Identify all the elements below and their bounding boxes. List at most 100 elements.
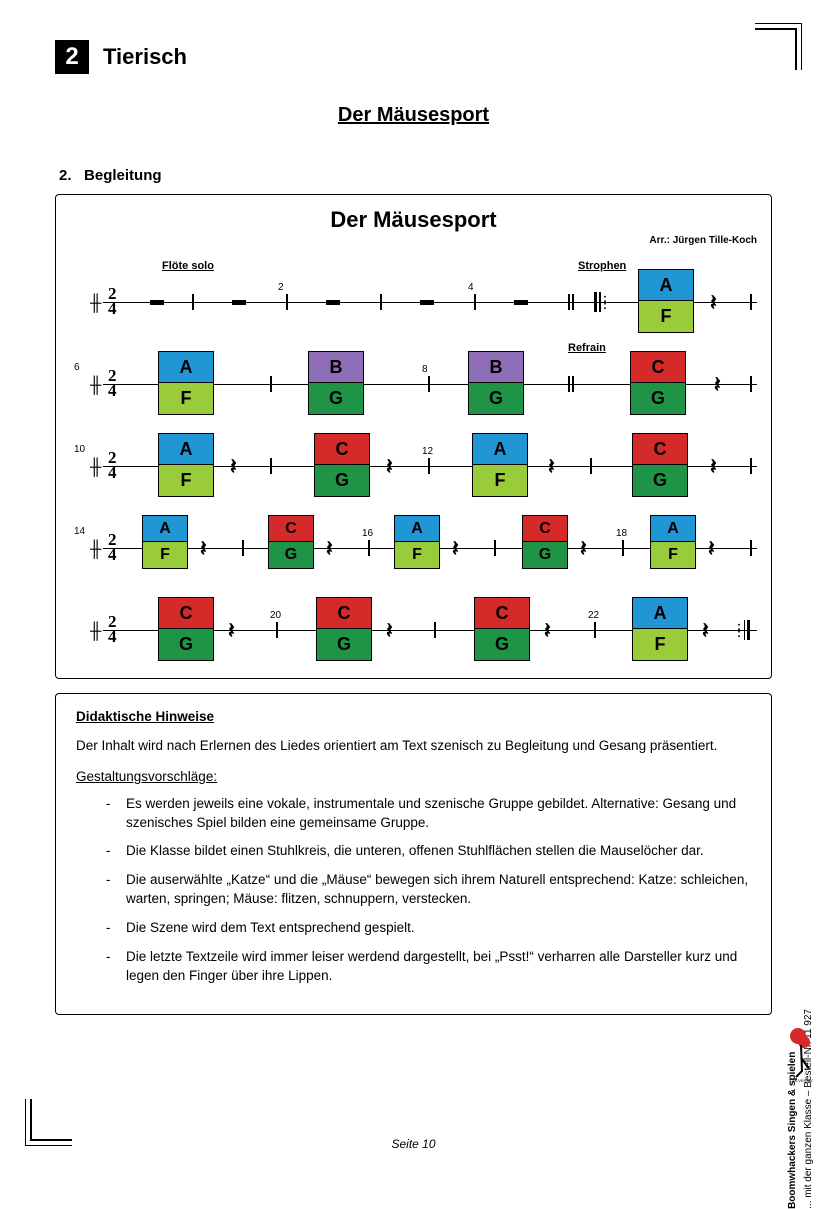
chapter-number: 2 <box>55 40 89 74</box>
note-bottom: G <box>268 542 314 569</box>
chord-block: AF <box>638 269 694 333</box>
time-signature: 24 <box>108 614 117 645</box>
note-bottom: F <box>638 301 694 333</box>
rest-whole <box>326 300 340 305</box>
measure-number: 8 <box>422 364 428 375</box>
barline <box>270 376 272 392</box>
time-signature: 24 <box>108 532 117 563</box>
system-number: 14 <box>74 526 85 537</box>
barline <box>594 622 596 638</box>
note-bottom: F <box>158 465 214 497</box>
rest-whole <box>420 300 434 305</box>
note-top: A <box>472 433 528 465</box>
hints-item: Die Szene wird dem Text entsprechend ges… <box>106 919 751 938</box>
rest-quarter: 𝄽 <box>708 536 715 562</box>
barline <box>270 458 272 474</box>
corner-decoration-bl <box>30 1099 72 1141</box>
note-bottom: G <box>308 383 364 415</box>
note-bottom: F <box>394 542 440 569</box>
measure-number: 12 <box>422 446 433 457</box>
note-bottom: F <box>632 629 688 661</box>
score-box: Der Mäusesport Arr.: Jürgen Tille-Koch ╫… <box>55 194 772 679</box>
barline <box>750 458 752 474</box>
rest-quarter: 𝄽 <box>230 454 237 480</box>
measure-number: 20 <box>270 610 281 621</box>
note-top: A <box>158 351 214 383</box>
note-bottom: G <box>468 383 524 415</box>
rest-quarter: 𝄽 <box>326 536 333 562</box>
barline-double <box>568 294 570 310</box>
barline <box>428 376 430 392</box>
chord-block: CG <box>632 433 688 497</box>
svg-text:KOHLVERLAG: KOHLVERLAG <box>789 1078 813 1083</box>
hints-item: Die auserwählte „Katze“ und die „Mäuse“ … <box>106 871 751 909</box>
barline <box>590 458 592 474</box>
staff-label: Refrain <box>568 342 606 354</box>
rest-quarter: 𝄽 <box>580 536 587 562</box>
rest-whole <box>150 300 164 305</box>
chord-block: CG <box>158 597 214 661</box>
note-bottom: G <box>630 383 686 415</box>
system-number: 6 <box>74 362 80 373</box>
note-bottom: G <box>158 629 214 661</box>
barline <box>494 540 496 556</box>
note-top: C <box>316 597 372 629</box>
chapter-title: Tierisch <box>103 44 187 70</box>
note-top: B <box>468 351 524 383</box>
barline <box>622 540 624 556</box>
hints-item: Die Klasse bildet einen Stuhlkreis, die … <box>106 842 751 861</box>
note-top: C <box>268 515 314 542</box>
chord-block: AF <box>632 597 688 661</box>
hints-intro: Der Inhalt wird nach Erlernen des Liedes… <box>76 737 751 756</box>
repeat-end: :: <box>736 620 750 640</box>
rest-whole <box>232 300 246 305</box>
chord-block: CG <box>474 597 530 661</box>
note-bottom: G <box>632 465 688 497</box>
hints-item: Die letzte Textzeile wird immer leiser w… <box>106 948 751 986</box>
rest-quarter: 𝄽 <box>548 454 555 480</box>
note-bottom: F <box>650 542 696 569</box>
barline <box>192 294 194 310</box>
barline <box>368 540 370 556</box>
staff-system: 14╫241618𝄽𝄽𝄽𝄽𝄽AFCGAFCGAF <box>70 498 757 576</box>
rest-quarter: 𝄽 <box>544 618 551 644</box>
barline <box>474 294 476 310</box>
chord-block: BG <box>308 351 364 415</box>
rest-quarter: 𝄽 <box>386 454 393 480</box>
barline <box>276 622 278 638</box>
measure-number: 18 <box>616 528 627 539</box>
time-signature: 24 <box>108 286 117 317</box>
note-top: A <box>632 597 688 629</box>
measure-number: 22 <box>588 610 599 621</box>
note-bottom: F <box>472 465 528 497</box>
corner-decoration-tr <box>755 28 797 70</box>
note-top: A <box>638 269 694 301</box>
hints-item: Es werden jeweils eine vokale, instrumen… <box>106 795 751 833</box>
barline <box>750 376 752 392</box>
chord-block: BG <box>468 351 524 415</box>
chord-block: AF <box>650 515 696 569</box>
barline <box>750 294 752 310</box>
note-bottom: G <box>522 542 568 569</box>
barline <box>380 294 382 310</box>
staff-system: 6╫24Refrain8𝄽AFBGBGCG <box>70 334 757 412</box>
chord-block: CG <box>268 515 314 569</box>
chord-block: AF <box>472 433 528 497</box>
hints-list: Es werden jeweils eine vokale, instrumen… <box>76 795 751 986</box>
time-signature: 24 <box>108 368 117 399</box>
note-top: A <box>650 515 696 542</box>
note-bottom: G <box>474 629 530 661</box>
barline <box>428 458 430 474</box>
note-top: B <box>308 351 364 383</box>
barline <box>242 540 244 556</box>
chord-block: AF <box>158 433 214 497</box>
rest-quarter: 𝄽 <box>386 618 393 644</box>
chord-block: AF <box>142 515 188 569</box>
rest-quarter: 𝄽 <box>228 618 235 644</box>
note-bottom: G <box>314 465 370 497</box>
measure-number: 4 <box>468 282 474 293</box>
rest-quarter: 𝄽 <box>710 290 717 316</box>
page-title: Der Mäusesport <box>55 104 772 127</box>
note-top: A <box>394 515 440 542</box>
rest-quarter: 𝄽 <box>710 454 717 480</box>
